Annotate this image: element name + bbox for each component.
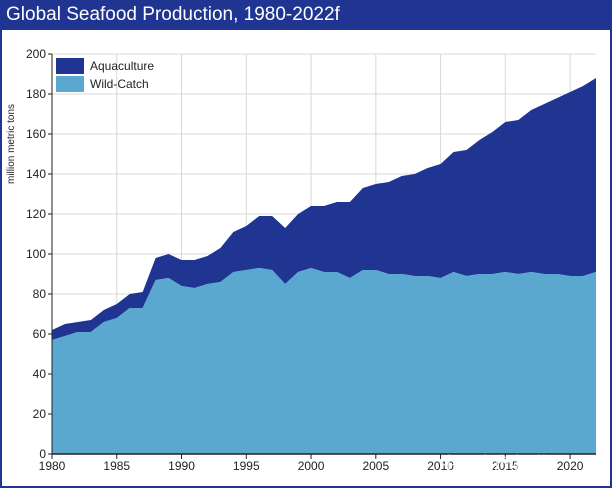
x-tick-label-2000: 2000 bbox=[298, 459, 325, 473]
x-tick-label-2020: 2020 bbox=[557, 459, 584, 473]
y-tick-label-140: 140 bbox=[26, 167, 46, 181]
legend-swatch-aquaculture bbox=[56, 58, 84, 74]
y-axis-label: million metric tons bbox=[6, 104, 17, 184]
y-tick-label-60: 60 bbox=[33, 327, 47, 341]
legend: Aquaculture Wild-Catch bbox=[56, 58, 154, 92]
y-tick-label-200: 200 bbox=[26, 47, 46, 61]
watermark-text: 中国水产频道 bbox=[440, 454, 548, 475]
legend-label-wild-catch: Wild-Catch bbox=[90, 77, 149, 91]
x-tick-label-1990: 1990 bbox=[168, 459, 195, 473]
x-tick-label-2005: 2005 bbox=[362, 459, 389, 473]
y-tick-label-40: 40 bbox=[33, 367, 47, 381]
x-tick-label-1980: 1980 bbox=[39, 459, 66, 473]
x-tick-label-1995: 1995 bbox=[233, 459, 260, 473]
legend-swatch-wild-catch bbox=[56, 76, 84, 92]
y-tick-label-160: 160 bbox=[26, 127, 46, 141]
y-tick-label-80: 80 bbox=[33, 287, 47, 301]
x-tick-label-1985: 1985 bbox=[103, 459, 130, 473]
legend-label-aquaculture: Aquaculture bbox=[90, 59, 154, 73]
y-tick-label-100: 100 bbox=[26, 247, 46, 261]
y-tick-label-120: 120 bbox=[26, 207, 46, 221]
y-tick-label-20: 20 bbox=[33, 407, 47, 421]
y-tick-label-180: 180 bbox=[26, 87, 46, 101]
